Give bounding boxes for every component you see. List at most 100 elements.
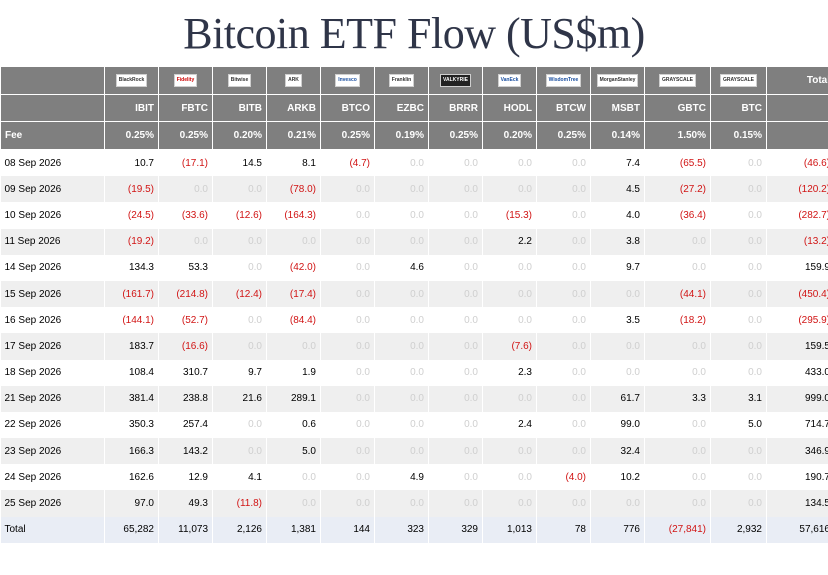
fee-cell: 0.20% [482, 121, 537, 150]
flow-cell: 0.0 [212, 254, 267, 281]
ticker-header: BTCO [320, 94, 375, 122]
flow-cell: 0.0 [536, 359, 591, 386]
fee-cell: 0.25% [104, 121, 159, 150]
flow-cell: 0.0 [374, 307, 429, 334]
fee-cell: 0.15% [710, 121, 767, 150]
flow-cell: (214.8) [158, 280, 213, 308]
flow-cell: 0.0 [710, 464, 767, 491]
flow-cell: 0.0 [536, 228, 591, 255]
flow-cell: 0.0 [320, 176, 375, 203]
wisdomtree-logo: WisdomTree [545, 74, 582, 87]
row-date: 11 Sep 2026 [0, 228, 105, 255]
ticker-header: IBIT [104, 94, 159, 122]
flow-cell: 0.0 [482, 176, 537, 203]
total-label: Total [0, 516, 105, 543]
flow-cell: 0.0 [374, 359, 429, 386]
flow-cell: 5.0 [710, 411, 767, 439]
flow-cell: 7.4 [590, 149, 645, 177]
flow-cell: (4.7) [320, 149, 375, 177]
flow-cell: 4.9 [374, 464, 429, 491]
logo-cell: MorganStanley [590, 66, 645, 95]
total-cell: 776 [590, 516, 645, 543]
flow-cell: 0.6 [266, 411, 321, 439]
ticker-header: BTC [710, 94, 767, 122]
row-total: (295.9) [766, 307, 828, 334]
flow-cell: 3.3 [644, 385, 711, 412]
flow-cell: 162.6 [104, 464, 159, 491]
flow-cell: 0.0 [710, 490, 767, 517]
flow-cell: 0.0 [710, 202, 767, 229]
row-date: 21 Sep 2026 [0, 385, 105, 412]
flow-cell: 0.0 [590, 280, 645, 308]
row-total: (46.6) [766, 149, 828, 177]
flow-cell: 0.0 [212, 333, 267, 360]
flow-cell: 0.0 [482, 438, 537, 465]
total-cell: (27,841) [644, 516, 711, 543]
row-total: 999.0 [766, 385, 828, 412]
table-row: 11 Sep 2026 (19.2) 0.0 0.0 0.0 0.0 0.0 0.0 2.2 0.… [0, 228, 828, 255]
total-cell: 2,932 [710, 516, 767, 543]
flow-cell: 0.0 [212, 228, 267, 255]
flow-cell: 61.7 [590, 385, 645, 412]
flow-cell: 0.0 [644, 438, 711, 465]
flow-cell: 0.0 [482, 149, 537, 177]
flow-cell: 0.0 [428, 438, 483, 465]
flow-cell: 0.0 [374, 490, 429, 517]
flow-cell: 0.0 [212, 438, 267, 465]
table-row: 14 Sep 2026 134.3 53.3 0.0 (42.0) 0.0 4.6 0.0 0.… [0, 254, 828, 281]
fee-cell: 1.50% [644, 121, 711, 150]
flow-cell: (24.5) [104, 202, 159, 229]
flow-cell: 0.0 [320, 280, 375, 308]
ticker-header: BITB [212, 94, 267, 122]
flow-cell: 0.0 [320, 385, 375, 412]
flow-cell: 5.0 [266, 438, 321, 465]
flow-cell: 9.7 [212, 359, 267, 386]
flow-cell: 0.0 [212, 307, 267, 334]
row-total: (120.2) [766, 176, 828, 203]
logo-cell: WisdomTree [536, 66, 591, 95]
ticker-header: EZBC [374, 94, 429, 122]
table-row: 09 Sep 2026 (19.5) 0.0 0.0 (78.0) 0.0 0.0 0.0 0.… [0, 176, 828, 203]
flow-cell: 0.0 [590, 490, 645, 517]
flow-cell: 310.7 [158, 359, 213, 386]
flow-cell: 0.0 [536, 176, 591, 203]
flow-cell: 1.9 [266, 359, 321, 386]
logo-cell: BlackRock [104, 66, 159, 95]
row-total: 190.7 [766, 464, 828, 491]
flow-cell: 0.0 [590, 333, 645, 360]
logo-cell: Invesco [320, 66, 375, 95]
flow-cell: 3.8 [590, 228, 645, 255]
flow-cell: 2.4 [482, 411, 537, 439]
flow-cell: (18.2) [644, 307, 711, 334]
flow-cell: 0.0 [590, 359, 645, 386]
flow-cell: (11.8) [212, 490, 267, 517]
flow-cell: 0.0 [710, 438, 767, 465]
total-cell: 11,073 [158, 516, 213, 543]
flow-cell: 0.0 [710, 333, 767, 360]
logo-cell: Fidelity [158, 66, 213, 95]
flow-cell: (161.7) [104, 280, 159, 308]
ticker-header: GBTC [644, 94, 711, 122]
grand-total: 57,616 [766, 516, 828, 543]
grayscale-logo: GRAYSCALE [720, 74, 757, 87]
flow-cell: 2.2 [482, 228, 537, 255]
flow-cell: 257.4 [158, 411, 213, 439]
flow-cell: 0.0 [710, 280, 767, 308]
flow-cell: 0.0 [374, 176, 429, 203]
flow-cell: 4.1 [212, 464, 267, 491]
flow-cell: 0.0 [374, 385, 429, 412]
row-date: 15 Sep 2026 [0, 280, 105, 308]
flow-cell: 32.4 [590, 438, 645, 465]
flow-cell: (164.3) [266, 202, 321, 229]
flow-cell: 0.0 [482, 490, 537, 517]
flow-cell: 0.0 [320, 333, 375, 360]
row-total: 346.9 [766, 438, 828, 465]
flow-cell: (36.4) [644, 202, 711, 229]
row-date: 08 Sep 2026 [0, 149, 105, 177]
logo-header-row: BlackRock Fidelity Bitwise ARK Invesco Frankl… [0, 66, 828, 95]
vaneck-logo: VanEck [497, 74, 522, 87]
flow-cell: 0.0 [536, 307, 591, 334]
flow-cell: 0.0 [710, 149, 767, 177]
flow-cell: 0.0 [428, 176, 483, 203]
row-total: 433.0 [766, 359, 828, 386]
